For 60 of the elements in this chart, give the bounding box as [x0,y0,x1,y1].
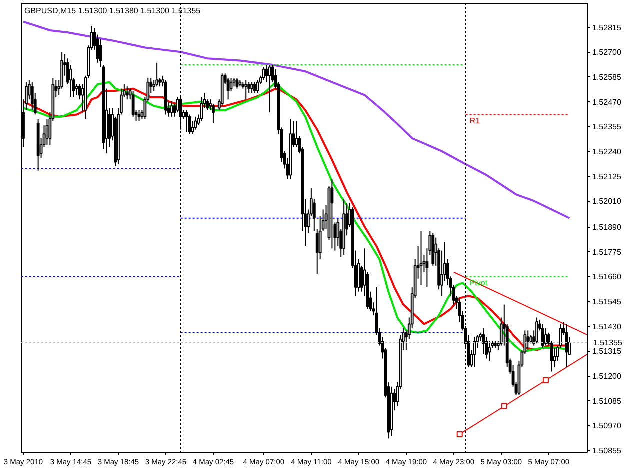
candlestick [544,328,548,346]
y-tick-label: 1.52585 [592,72,622,82]
candlestick [250,82,254,94]
candlestick [254,82,256,94]
candlestick [200,96,204,122]
candlestick [126,86,129,100]
candlestick [256,80,260,94]
candlestick [212,103,215,124]
candlestick [536,317,538,344]
line-series [22,20,571,220]
candlestick [262,66,266,81]
chart-title: GBPUSD,M15 1.51300 1.51380 1.51300 1.51355 [24,6,202,16]
y-tick-label: 1.52010 [592,197,622,206]
y-tick-label: 1.51545 [592,298,622,307]
candlestick [185,110,188,132]
candlestick [138,110,141,122]
y-tick-label: 1.52815 [592,23,622,32]
candlestick [526,330,530,351]
candlestick [482,328,486,355]
candlestick [265,64,268,83]
point [542,377,549,384]
y-tick-label: 1.52700 [592,48,622,58]
y-tick-label: 1.51775 [592,248,622,257]
candlestick [170,101,174,118]
candlestick [70,64,72,98]
y-tick-label: 1.50855 [592,446,622,456]
series-label: R1 [470,116,481,126]
candlestick [330,179,334,250]
candlestick [156,62,159,88]
y-tick-label: 1.52470 [592,98,622,107]
y-tick-label: 1.51890 [592,223,622,232]
y-tick-label: 1.51315 [592,347,622,356]
candlestick [542,324,544,348]
candlestick [316,228,319,276]
candlestick [553,347,556,368]
candlestick [420,230,423,286]
point [456,431,463,438]
candlestick [132,90,135,118]
y-tick-label: 1.51085 [592,396,622,406]
ref-line-label: 1.51355 [594,338,623,348]
candlestick [236,78,239,90]
candlestick [191,120,194,135]
y-tick-label: 1.52240 [592,147,622,156]
y-tick-label: 1.50970 [592,422,622,431]
candlestick [488,340,492,362]
candlestick [295,120,298,148]
y-tick-label: 1.51430 [592,322,622,332]
y-tick-label: 1.51200 [592,372,622,382]
candlestick [473,336,476,368]
candlestick [75,84,78,96]
candlestick [226,78,230,100]
y-tick-label: 1.51660 [592,272,622,282]
y-tick-label: 1.52355 [592,122,622,132]
y-tick-label: 1.52125 [592,172,622,182]
candlestick [244,80,248,100]
point [501,403,508,410]
candlestick [194,116,198,130]
candlestick [268,64,272,114]
candlestick [108,108,112,148]
candlestick [30,82,34,111]
